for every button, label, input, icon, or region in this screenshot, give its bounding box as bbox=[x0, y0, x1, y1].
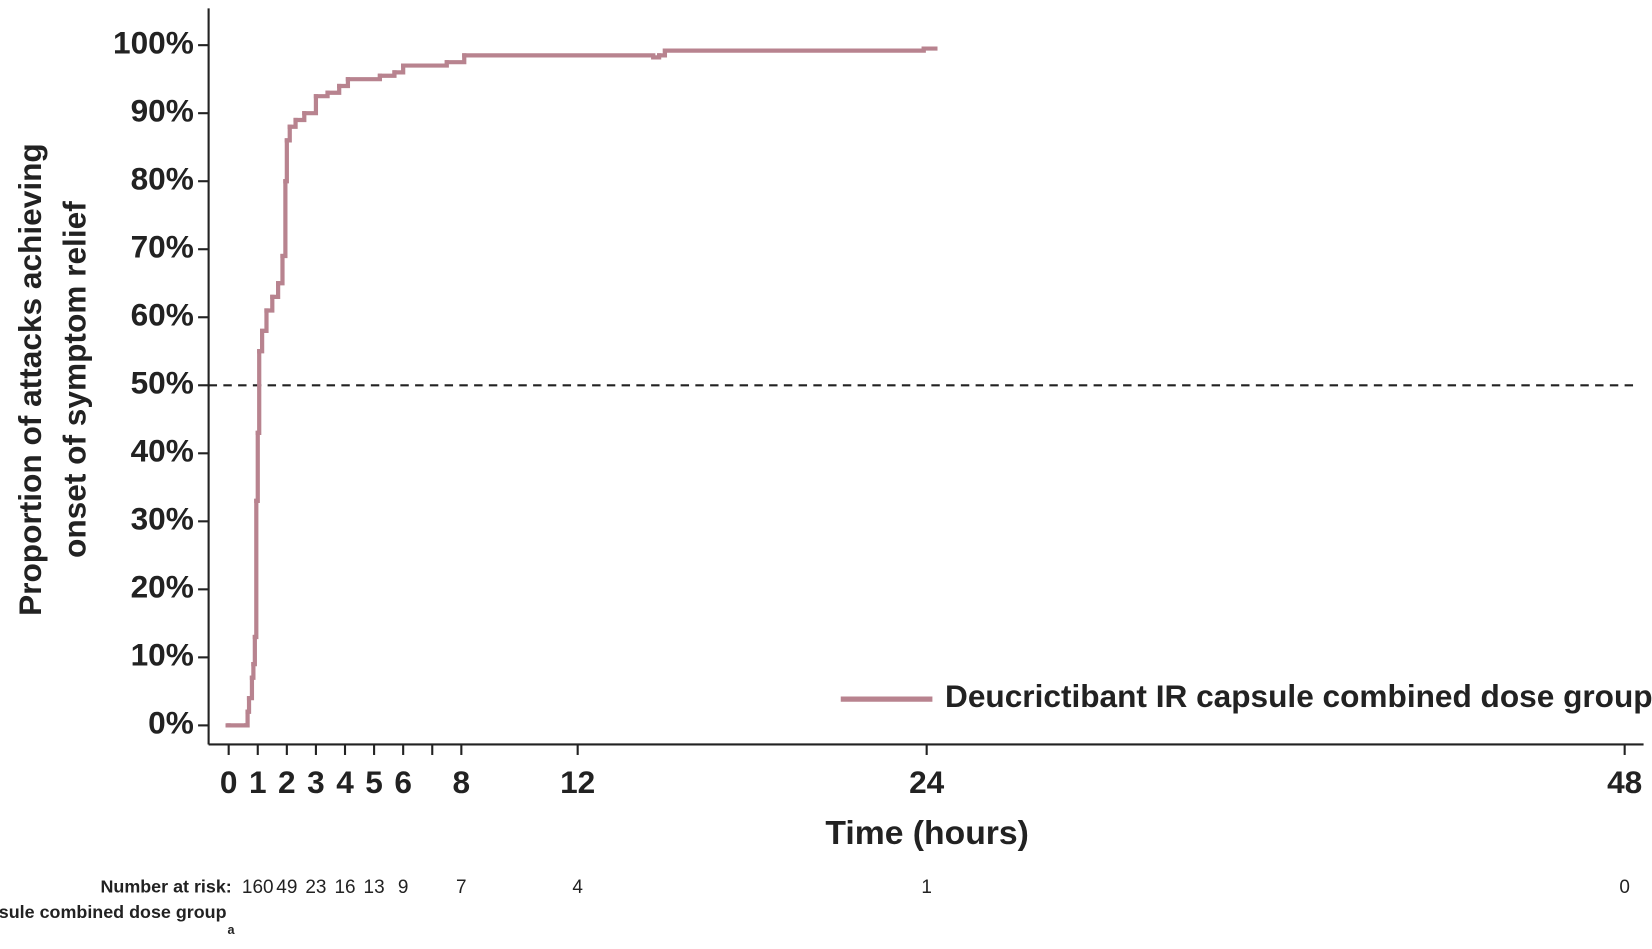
km-step bbox=[276, 253, 285, 286]
km-step bbox=[283, 138, 289, 184]
risk-value: 160 bbox=[242, 877, 274, 898]
km-step bbox=[264, 294, 275, 313]
km-step bbox=[284, 124, 292, 143]
km-step bbox=[302, 94, 319, 116]
risk-value: 7 bbox=[456, 877, 467, 898]
km-step bbox=[246, 675, 255, 701]
y-axis-label-line: Proportion of attacks achieving bbox=[12, 143, 48, 616]
x-tick-label: 12 bbox=[560, 764, 595, 800]
risk-group: Deucrictibant IR capsule combined dose g… bbox=[0, 902, 227, 922]
x-tick-label: 1 bbox=[249, 764, 267, 800]
risk-value: 4 bbox=[572, 877, 583, 898]
km-step bbox=[245, 696, 252, 714]
km-step bbox=[287, 117, 298, 129]
km-step bbox=[345, 73, 383, 82]
km-step bbox=[249, 662, 256, 680]
km-step bbox=[252, 498, 259, 640]
risk-title: Number at risk: bbox=[100, 877, 231, 897]
x-tick-label: 0 bbox=[220, 764, 238, 800]
risk-value: 49 bbox=[276, 877, 297, 898]
x-tick-label: 5 bbox=[365, 764, 383, 800]
km-step bbox=[662, 46, 926, 53]
y-axis-label-line: onset of symptom relief bbox=[56, 201, 92, 558]
km-step bbox=[444, 53, 467, 65]
y-tick-label: 50% bbox=[131, 365, 194, 401]
y-tick-label: 40% bbox=[131, 433, 194, 469]
risk-group-cont: a bbox=[228, 923, 236, 937]
km-step bbox=[337, 77, 351, 89]
legend-label: Deucrictibant IR capsule combined dose g… bbox=[945, 678, 1652, 714]
risk-superscript: a bbox=[228, 923, 236, 937]
y-tick-label: 30% bbox=[131, 501, 194, 537]
risk-value: 0 bbox=[1619, 877, 1630, 898]
x-tick-label: 4 bbox=[336, 764, 354, 800]
y-tick-label: 80% bbox=[131, 161, 194, 197]
y-tick-label: 60% bbox=[131, 297, 194, 333]
y-tick-label: 0% bbox=[148, 705, 194, 741]
y-tick-label: 20% bbox=[131, 569, 194, 605]
x-tick-label: 24 bbox=[909, 764, 945, 800]
km-step bbox=[257, 328, 265, 354]
km-step bbox=[270, 281, 281, 299]
km-step bbox=[260, 308, 269, 333]
km-step bbox=[255, 349, 262, 436]
legend-text: Deucrictibant IR capsule combined dose g… bbox=[945, 678, 1652, 714]
km-step bbox=[325, 83, 342, 95]
x-tick-label: 6 bbox=[394, 764, 412, 800]
risk-value: 16 bbox=[334, 877, 355, 898]
x-tick-label: 3 bbox=[307, 764, 325, 800]
x-axis-label: Time (hours) bbox=[825, 814, 1029, 852]
x-tick-label: 2 bbox=[278, 764, 296, 800]
km-step bbox=[251, 634, 257, 667]
y-tick-label: 10% bbox=[131, 637, 194, 673]
km-step bbox=[244, 709, 250, 728]
y-axis-label: Proportion of attacks achieving onset of… bbox=[12, 143, 92, 616]
risk-value: 23 bbox=[305, 877, 326, 898]
km-step bbox=[377, 70, 397, 78]
x-tick-label: 48 bbox=[1607, 764, 1642, 800]
y-tick-label: 90% bbox=[131, 93, 194, 129]
x-tick-label: 8 bbox=[453, 764, 471, 800]
y-tick-label: 100% bbox=[113, 25, 194, 61]
risk-value: 1 bbox=[921, 877, 932, 898]
km-step bbox=[254, 430, 260, 504]
km-step bbox=[280, 179, 288, 259]
risk-value: 13 bbox=[364, 877, 385, 898]
km-step bbox=[392, 63, 406, 75]
y-tick-label: 70% bbox=[131, 229, 194, 265]
risk-value: 9 bbox=[398, 877, 409, 898]
km-step bbox=[401, 60, 449, 68]
km-step bbox=[462, 53, 656, 60]
km-step bbox=[293, 111, 307, 123]
